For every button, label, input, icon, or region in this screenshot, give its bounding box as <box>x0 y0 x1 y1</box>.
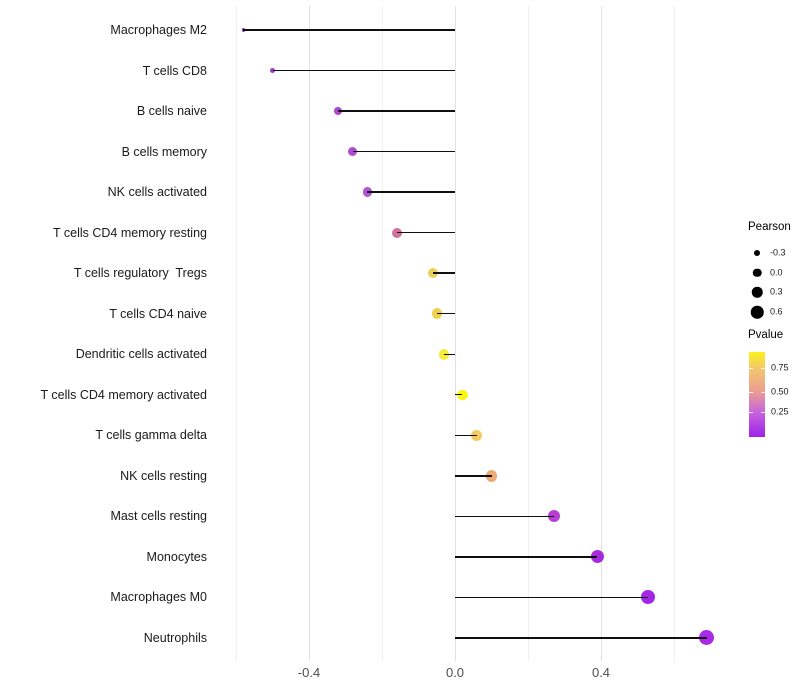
y-axis-category-label: NK cells activated <box>107 184 207 199</box>
pvalue-colorbar-tick <box>749 392 753 394</box>
pearson-legend-dot <box>751 287 763 298</box>
lollipop-stem <box>352 150 455 153</box>
lollipop-stem <box>455 475 492 477</box>
pearson-legend-title: Pearson <box>748 221 791 233</box>
pvalue-colorbar-tick <box>749 412 753 413</box>
y-axis-category-label: T cells gamma delta <box>95 428 207 443</box>
pearson-legend-value: 0.6 <box>770 306 783 317</box>
lollipop-stem <box>433 272 455 274</box>
lollipop-stem <box>455 596 649 599</box>
data-point-dot <box>547 510 560 523</box>
y-axis-category-label: T cells CD8 <box>142 63 207 78</box>
data-point-dot <box>457 389 468 401</box>
lollipop-stem <box>455 434 477 437</box>
gridline-minor <box>673 6 675 661</box>
pvalue-colorbar-value: 0.25 <box>771 406 789 417</box>
gridline-major <box>454 6 456 661</box>
pearson-legend-value: 0.0 <box>770 267 783 278</box>
pvalue-colorbar-tick <box>761 367 765 369</box>
lollipop-stem <box>396 231 455 234</box>
y-axis-category-label: Neutrophils <box>143 630 207 645</box>
pearson-size-legend: Pearson -0.3 0.0 0.3 0.6 <box>748 221 800 319</box>
pvalue-color-legend: Pvalue <box>748 329 800 342</box>
lollipop-stem <box>272 69 455 72</box>
x-axis-tick-label: -0.4 <box>297 665 321 680</box>
y-axis-category-label: Macrophages M0 <box>110 590 207 605</box>
lollipop-stem <box>455 515 554 518</box>
pearson-legend-dot <box>754 250 760 256</box>
lollipop-stem <box>444 353 455 355</box>
y-axis-category-label: Monocytes <box>146 549 207 564</box>
gridline-minor <box>527 6 529 661</box>
pvalue-legend-title: Pvalue <box>748 329 784 341</box>
y-axis-category-label: B cells memory <box>121 144 207 159</box>
gridline-minor <box>235 6 237 661</box>
gridline-major <box>308 6 310 661</box>
gridline-major <box>600 6 602 661</box>
lollipop-stem <box>455 394 463 396</box>
pvalue-colorbar-tick <box>761 392 765 394</box>
data-point-dot <box>699 630 715 646</box>
lollipop-stem <box>243 29 455 31</box>
pvalue-colorbar-value: 0.75 <box>771 362 789 373</box>
y-axis-category-label: T cells CD4 memory resting <box>53 225 207 240</box>
lollipop-stem <box>455 556 598 558</box>
pvalue-colorbar-tick <box>761 412 765 413</box>
pearson-legend-value: -0.3 <box>770 247 786 258</box>
pvalue-colorbar <box>749 352 765 437</box>
data-point-dot <box>641 590 656 605</box>
y-axis-category-label: Macrophages M2 <box>110 22 207 37</box>
data-point-dot <box>471 429 483 441</box>
data-point-dot <box>485 470 498 482</box>
y-axis-category-label: NK cells resting <box>120 468 207 483</box>
pvalue-colorbar-tick <box>749 367 753 369</box>
x-axis-tick-label: 0.4 <box>591 665 611 680</box>
y-axis-category-label: Mast cells resting <box>110 509 207 524</box>
y-axis-category-label: T cells regulatory Tregs <box>73 265 207 280</box>
gridline-minor <box>381 6 383 661</box>
pvalue-colorbar-value: 0.50 <box>771 386 789 397</box>
y-axis-category-label: T cells CD4 naive <box>109 306 207 321</box>
y-axis-category-label: Dendritic cells activated <box>75 347 207 361</box>
data-point-dot <box>590 550 604 564</box>
y-axis-category-label: T cells CD4 memory activated <box>40 387 208 402</box>
lollipop-stem <box>455 637 707 639</box>
y-axis-category-label: B cells naive <box>136 103 207 118</box>
lollipop-stem <box>436 313 455 315</box>
lollipop-stem <box>338 110 455 112</box>
lollipop-stem <box>367 191 455 193</box>
pearson-legend-dot <box>752 268 762 277</box>
pearson-legend-dot <box>750 305 764 319</box>
x-axis-tick-label: 0.0 <box>445 665 465 680</box>
pearson-legend-value: 0.3 <box>770 286 783 297</box>
